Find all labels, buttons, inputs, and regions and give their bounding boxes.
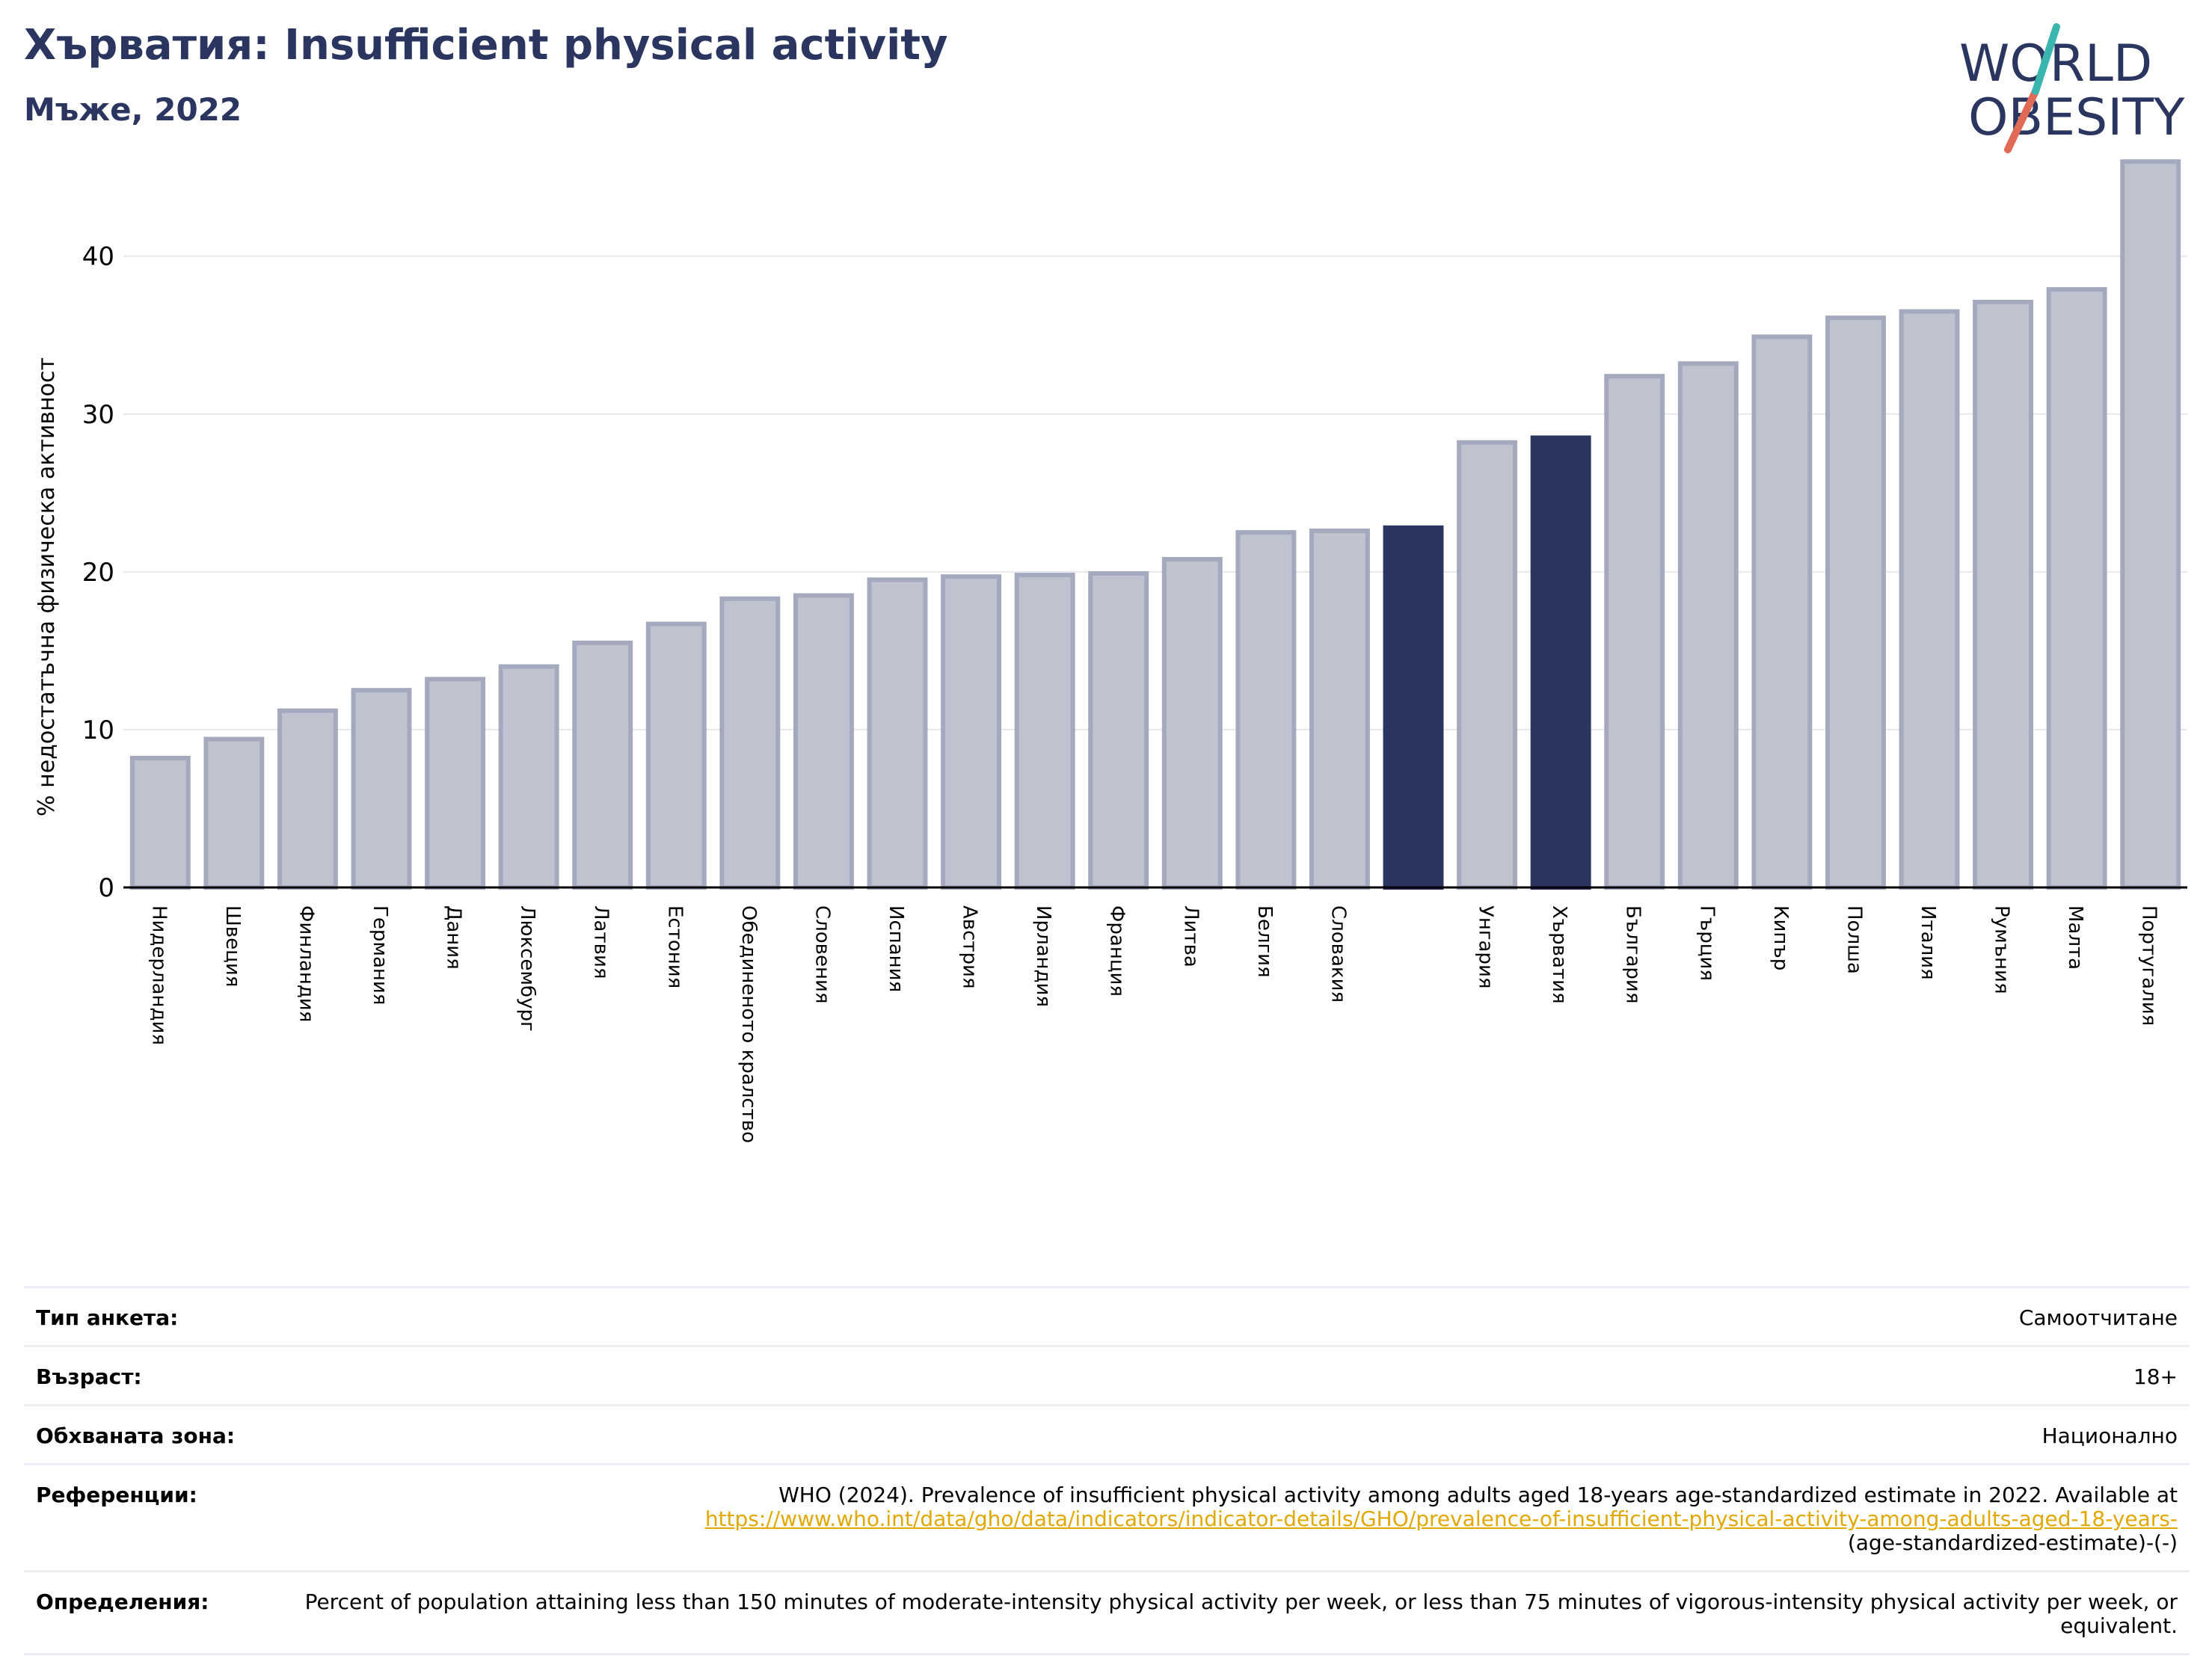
bar bbox=[1751, 334, 1813, 890]
x-tick-label: Литва bbox=[1179, 905, 1202, 967]
logo-line2: OBESITY bbox=[1968, 88, 2185, 147]
world-obesity-logo: WORLD OBESITY bbox=[1959, 23, 2185, 153]
x-tick-label: Дания bbox=[443, 905, 465, 970]
references-text: WHO (2024). Prevalence of insufficient p… bbox=[778, 1483, 2178, 1507]
references-link[interactable]: https://www.who.int/data/gho/data/indica… bbox=[704, 1506, 2178, 1531]
bar bbox=[498, 664, 559, 890]
ytick-layer: 0 10 20 30 40 bbox=[82, 242, 114, 903]
info-row-survey-type: Тип анкета: Самоотчитане bbox=[24, 1288, 2190, 1347]
x-tick-label: Малта bbox=[2064, 905, 2086, 970]
age-value: 18+ bbox=[2133, 1364, 2178, 1389]
bar bbox=[1235, 530, 1297, 890]
bar bbox=[351, 688, 412, 890]
bar-chart: 0 10 20 30 40 Нидерландия Швеция Финландия Герм… bbox=[34, 159, 2187, 1143]
survey-type-label: Тип анкета: bbox=[36, 1305, 179, 1330]
bar bbox=[1088, 570, 1149, 890]
definitions-value: Percent of population attaining less tha… bbox=[304, 1589, 2178, 1638]
x-tick-label: България bbox=[1622, 905, 1644, 1003]
bar bbox=[2120, 159, 2181, 890]
y-tick-label: 40 bbox=[82, 242, 114, 272]
bar bbox=[1309, 528, 1370, 890]
bar bbox=[941, 574, 1002, 890]
coverage-label: Обхваната зона: bbox=[36, 1424, 236, 1448]
x-tick-label: Кипър bbox=[1769, 905, 1792, 970]
bar bbox=[1530, 435, 1591, 890]
bar bbox=[1014, 573, 1075, 890]
bars-layer bbox=[129, 159, 2181, 890]
x-tick-label: Германия bbox=[369, 905, 391, 1005]
x-tick-label: Хърватия bbox=[1548, 905, 1570, 1004]
references-value: WHO (2024). Prevalence of insufficient p… bbox=[227, 1483, 2178, 1555]
bar bbox=[645, 621, 707, 890]
logo-slash-red bbox=[2004, 87, 2039, 153]
x-tick-label: Ирландия bbox=[1032, 905, 1054, 1007]
references-tail: (age-standardized-estimate)-(-) bbox=[1847, 1530, 2178, 1555]
x-tick-label: Полша bbox=[1843, 905, 1865, 974]
x-tick-label: Белгия bbox=[1253, 905, 1276, 978]
x-tick-label: Естония bbox=[663, 905, 686, 988]
bar bbox=[572, 640, 633, 890]
y-tick-label: 20 bbox=[82, 558, 114, 588]
age-label: Възраст: bbox=[36, 1364, 142, 1389]
info-table: Тип анкета: Самоотчитане Възраст: 18+ Об… bbox=[24, 1286, 2190, 1655]
bar bbox=[1973, 299, 2034, 890]
logo-slash-teal bbox=[2032, 23, 2060, 95]
coverage-value: Национално bbox=[2042, 1424, 2178, 1448]
logo-line1: WORLD bbox=[1959, 34, 2152, 93]
x-tick-label: Румъния bbox=[1991, 905, 2013, 994]
x-tick-label: Австрия bbox=[959, 905, 981, 989]
x-tick-label: Гърция bbox=[1695, 905, 1718, 981]
info-row-definitions: Определения: Percent of population attai… bbox=[24, 1572, 2190, 1655]
bar bbox=[1899, 309, 1960, 890]
info-row-references: Референции: WHO (2024). Prevalence of in… bbox=[24, 1465, 2190, 1572]
bar bbox=[1161, 556, 1223, 890]
x-tick-label: Люксембург bbox=[516, 905, 538, 1032]
x-tick-label: Португалия bbox=[2138, 905, 2160, 1026]
bar bbox=[1677, 361, 1739, 890]
bar bbox=[867, 577, 928, 890]
y-axis-label: % недостатъчна физическа активност bbox=[34, 357, 60, 816]
y-tick-label: 30 bbox=[82, 400, 114, 430]
references-label: Референции: bbox=[36, 1483, 197, 1507]
bar bbox=[277, 708, 338, 890]
survey-type-value: Самоотчитане bbox=[2018, 1305, 2178, 1330]
bar bbox=[1825, 316, 1886, 890]
x-tick-label: Обединеното кралство bbox=[737, 905, 760, 1143]
page-title: Хърватия: Insufficient physical activity bbox=[24, 21, 948, 70]
bar bbox=[2046, 287, 2107, 890]
xtick-layer: Нидерландия Швеция Финландия Германия Дания Л… bbox=[147, 905, 2160, 1143]
page-subtitle: Мъже, 2022 bbox=[24, 91, 242, 128]
x-tick-label: Испания bbox=[885, 905, 907, 992]
x-tick-label: Италия bbox=[1917, 905, 1939, 980]
x-tick-label: Нидерландия bbox=[147, 905, 170, 1045]
bar bbox=[793, 593, 854, 890]
definitions-label: Определения: bbox=[36, 1589, 209, 1614]
bar bbox=[1383, 525, 1444, 890]
y-tick-label: 10 bbox=[82, 715, 114, 745]
x-tick-label: Швеция bbox=[221, 905, 244, 987]
info-row-age: Възраст: 18+ bbox=[24, 1347, 2190, 1406]
info-row-coverage: Обхваната зона: Национално bbox=[24, 1406, 2190, 1465]
x-tick-label: Франция bbox=[1106, 905, 1128, 997]
bar bbox=[719, 596, 781, 890]
x-tick-label: Латвия bbox=[590, 905, 612, 979]
x-tick-label: Унгария bbox=[1475, 905, 1497, 988]
y-tick-label: 0 bbox=[98, 873, 114, 903]
bar bbox=[129, 755, 191, 890]
bar bbox=[1457, 440, 1518, 890]
bar bbox=[203, 736, 265, 890]
x-tick-label: Словакия bbox=[1327, 905, 1349, 1003]
bar bbox=[425, 677, 486, 890]
bar bbox=[1604, 374, 1665, 890]
x-tick-label: Финландия bbox=[295, 905, 317, 1022]
x-tick-label: Словения bbox=[811, 905, 833, 1004]
